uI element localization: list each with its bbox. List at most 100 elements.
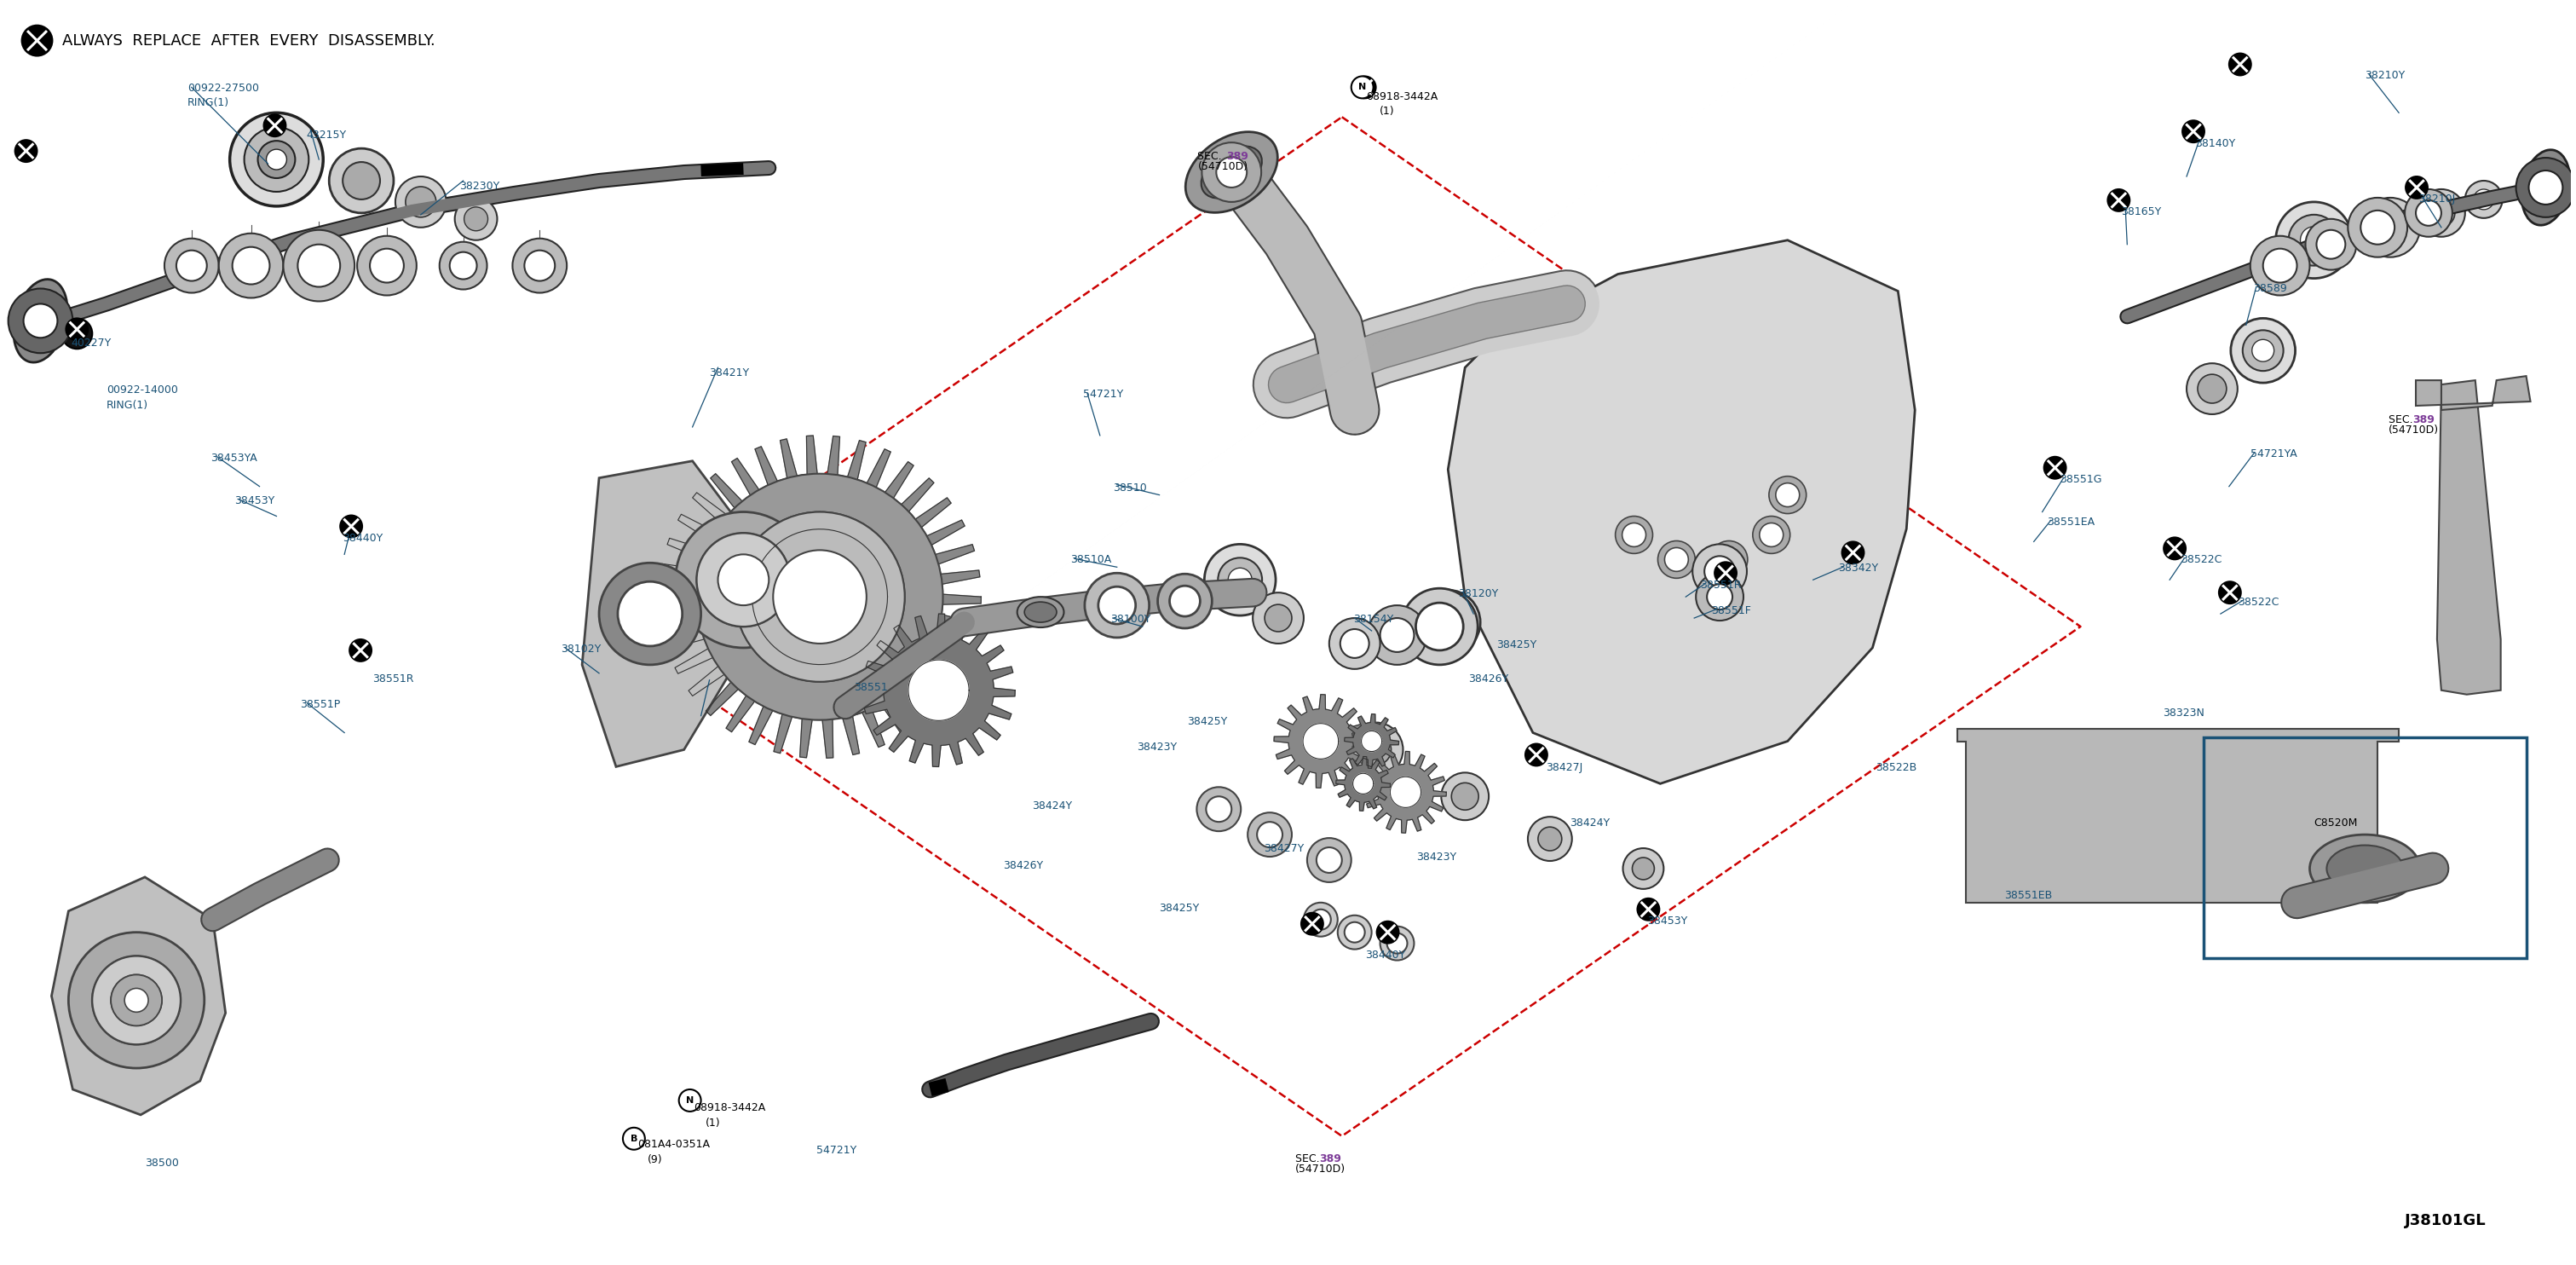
- Text: RING(1): RING(1): [106, 400, 149, 411]
- Text: SEC.: SEC.: [2388, 414, 2416, 425]
- Circle shape: [1352, 76, 1376, 99]
- Circle shape: [1376, 921, 1399, 944]
- Text: 38165Y: 38165Y: [2120, 206, 2161, 218]
- Circle shape: [1659, 541, 1695, 578]
- Circle shape: [696, 533, 791, 626]
- Circle shape: [1417, 589, 1481, 654]
- Circle shape: [1257, 822, 1283, 848]
- Polygon shape: [1360, 731, 1381, 751]
- Circle shape: [2427, 200, 2455, 226]
- Polygon shape: [863, 614, 1015, 767]
- Circle shape: [1842, 540, 1865, 564]
- Ellipse shape: [1200, 145, 1262, 199]
- Text: SEC.: SEC.: [1296, 1154, 1324, 1164]
- Circle shape: [13, 139, 39, 163]
- Circle shape: [2251, 339, 2275, 362]
- Text: 38140Y: 38140Y: [2195, 138, 2236, 149]
- Circle shape: [773, 550, 866, 644]
- Circle shape: [394, 176, 446, 228]
- Circle shape: [1705, 557, 1736, 587]
- Circle shape: [1692, 544, 1747, 598]
- Circle shape: [1157, 574, 1213, 629]
- Text: 38440Y: 38440Y: [343, 533, 384, 544]
- Text: 38210Y: 38210Y: [2365, 71, 2406, 81]
- Circle shape: [2360, 210, 2396, 244]
- Circle shape: [2517, 158, 2576, 218]
- Text: 43215Y: 43215Y: [307, 130, 345, 140]
- Text: 54721YA: 54721YA: [2251, 448, 2298, 459]
- Circle shape: [1538, 827, 1561, 851]
- Circle shape: [734, 512, 904, 682]
- Ellipse shape: [1025, 602, 1056, 622]
- Circle shape: [1198, 787, 1242, 831]
- Text: 38453Y: 38453Y: [234, 495, 273, 506]
- Circle shape: [2300, 226, 2329, 254]
- Text: 38440Y: 38440Y: [1365, 949, 1404, 960]
- Circle shape: [1664, 548, 1687, 572]
- Circle shape: [526, 250, 554, 281]
- Circle shape: [1708, 584, 1734, 610]
- Text: 389: 389: [2411, 414, 2434, 425]
- Circle shape: [1710, 541, 1747, 578]
- Circle shape: [1752, 516, 1790, 554]
- Circle shape: [1265, 605, 1291, 631]
- Circle shape: [1381, 619, 1414, 651]
- Circle shape: [21, 24, 54, 57]
- Circle shape: [1170, 586, 1200, 616]
- Circle shape: [111, 975, 162, 1026]
- Text: 38427Y: 38427Y: [1265, 842, 1303, 854]
- Circle shape: [675, 512, 811, 648]
- Circle shape: [1623, 522, 1646, 546]
- Text: 38427J: 38427J: [1546, 763, 1582, 773]
- Circle shape: [2530, 171, 2563, 205]
- Circle shape: [1525, 743, 1548, 767]
- Circle shape: [513, 239, 567, 292]
- Text: 38551R: 38551R: [1700, 579, 1741, 591]
- Text: 38522C: 38522C: [2239, 597, 2280, 608]
- Text: 38551: 38551: [853, 682, 889, 693]
- Polygon shape: [582, 460, 744, 767]
- Circle shape: [719, 554, 768, 606]
- Polygon shape: [1345, 713, 1399, 768]
- Circle shape: [1350, 722, 1404, 777]
- Circle shape: [2275, 202, 2352, 278]
- Circle shape: [2360, 197, 2419, 257]
- Polygon shape: [1391, 777, 1422, 807]
- Circle shape: [1623, 849, 1664, 889]
- Circle shape: [2287, 215, 2339, 266]
- Circle shape: [8, 288, 72, 353]
- Circle shape: [2347, 197, 2409, 257]
- Polygon shape: [2416, 376, 2530, 410]
- Text: 38230Y: 38230Y: [459, 181, 500, 192]
- Text: 38102Y: 38102Y: [562, 644, 600, 654]
- Circle shape: [1340, 629, 1368, 658]
- Circle shape: [680, 1089, 701, 1112]
- Circle shape: [1775, 483, 1801, 507]
- Circle shape: [1417, 603, 1463, 650]
- Text: N: N: [685, 1097, 693, 1104]
- Text: 081A4-0351A: 081A4-0351A: [636, 1139, 711, 1150]
- Circle shape: [2251, 235, 2311, 295]
- Circle shape: [1440, 773, 1489, 820]
- Circle shape: [111, 975, 162, 1026]
- Ellipse shape: [1185, 132, 1278, 213]
- Text: 38551P: 38551P: [301, 698, 340, 710]
- Text: 38323N: 38323N: [2164, 707, 2205, 719]
- Text: 38510: 38510: [1113, 482, 1146, 493]
- Circle shape: [1084, 573, 1149, 638]
- Circle shape: [1450, 783, 1479, 810]
- Circle shape: [93, 956, 180, 1045]
- Circle shape: [64, 318, 88, 342]
- Circle shape: [1252, 592, 1303, 644]
- Polygon shape: [1365, 751, 1445, 832]
- Circle shape: [2473, 190, 2494, 210]
- Circle shape: [1713, 562, 1739, 584]
- Circle shape: [175, 250, 206, 281]
- Circle shape: [245, 128, 309, 192]
- Circle shape: [2406, 190, 2452, 237]
- Text: 389: 389: [1226, 151, 1247, 162]
- Polygon shape: [1303, 724, 1340, 759]
- Circle shape: [2406, 176, 2429, 200]
- Circle shape: [623, 1127, 644, 1150]
- Text: ALWAYS  REPLACE  AFTER  EVERY  DISASSEMBLY.: ALWAYS REPLACE AFTER EVERY DISASSEMBLY.: [62, 33, 435, 48]
